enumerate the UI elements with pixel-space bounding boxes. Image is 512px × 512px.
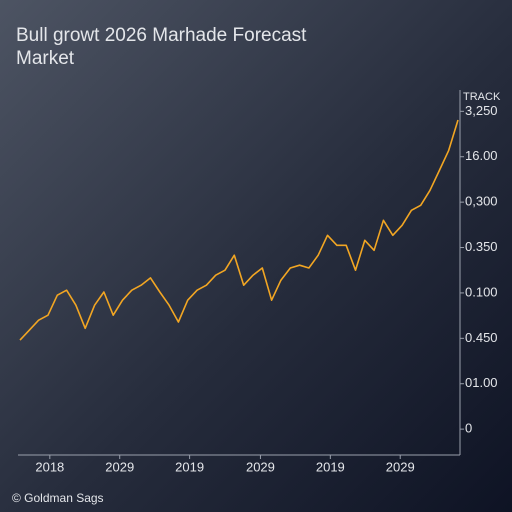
y-tick-label: 0.100 [465,284,498,299]
x-tick-label: 2029 [386,459,415,474]
y-tick-label: 0,300 [465,194,498,209]
line-series [19,119,459,341]
footer: © Goldman Sags [12,491,104,505]
chart-title: Bull growt 2026 Marhade Forecast [16,25,307,46]
chart-title: Market [16,48,75,69]
x-tick-label: 2018 [35,459,64,474]
y-axis-label: TRACK [463,91,501,103]
x-tick-label: 2019 [316,459,345,474]
y-tick-label: 0.350 [465,239,498,254]
y-tick-label: 16.00 [465,148,498,163]
y-tick-label: 0 [465,421,472,436]
x-tick-label: 2019 [175,459,204,474]
x-tick-label: 2029 [246,459,275,474]
y-tick-label: 3,250 [465,103,498,118]
x-tick-label: 2029 [105,459,134,474]
y-tick-label: 0.450 [465,330,498,345]
y-tick-label: 01.00 [465,375,498,390]
